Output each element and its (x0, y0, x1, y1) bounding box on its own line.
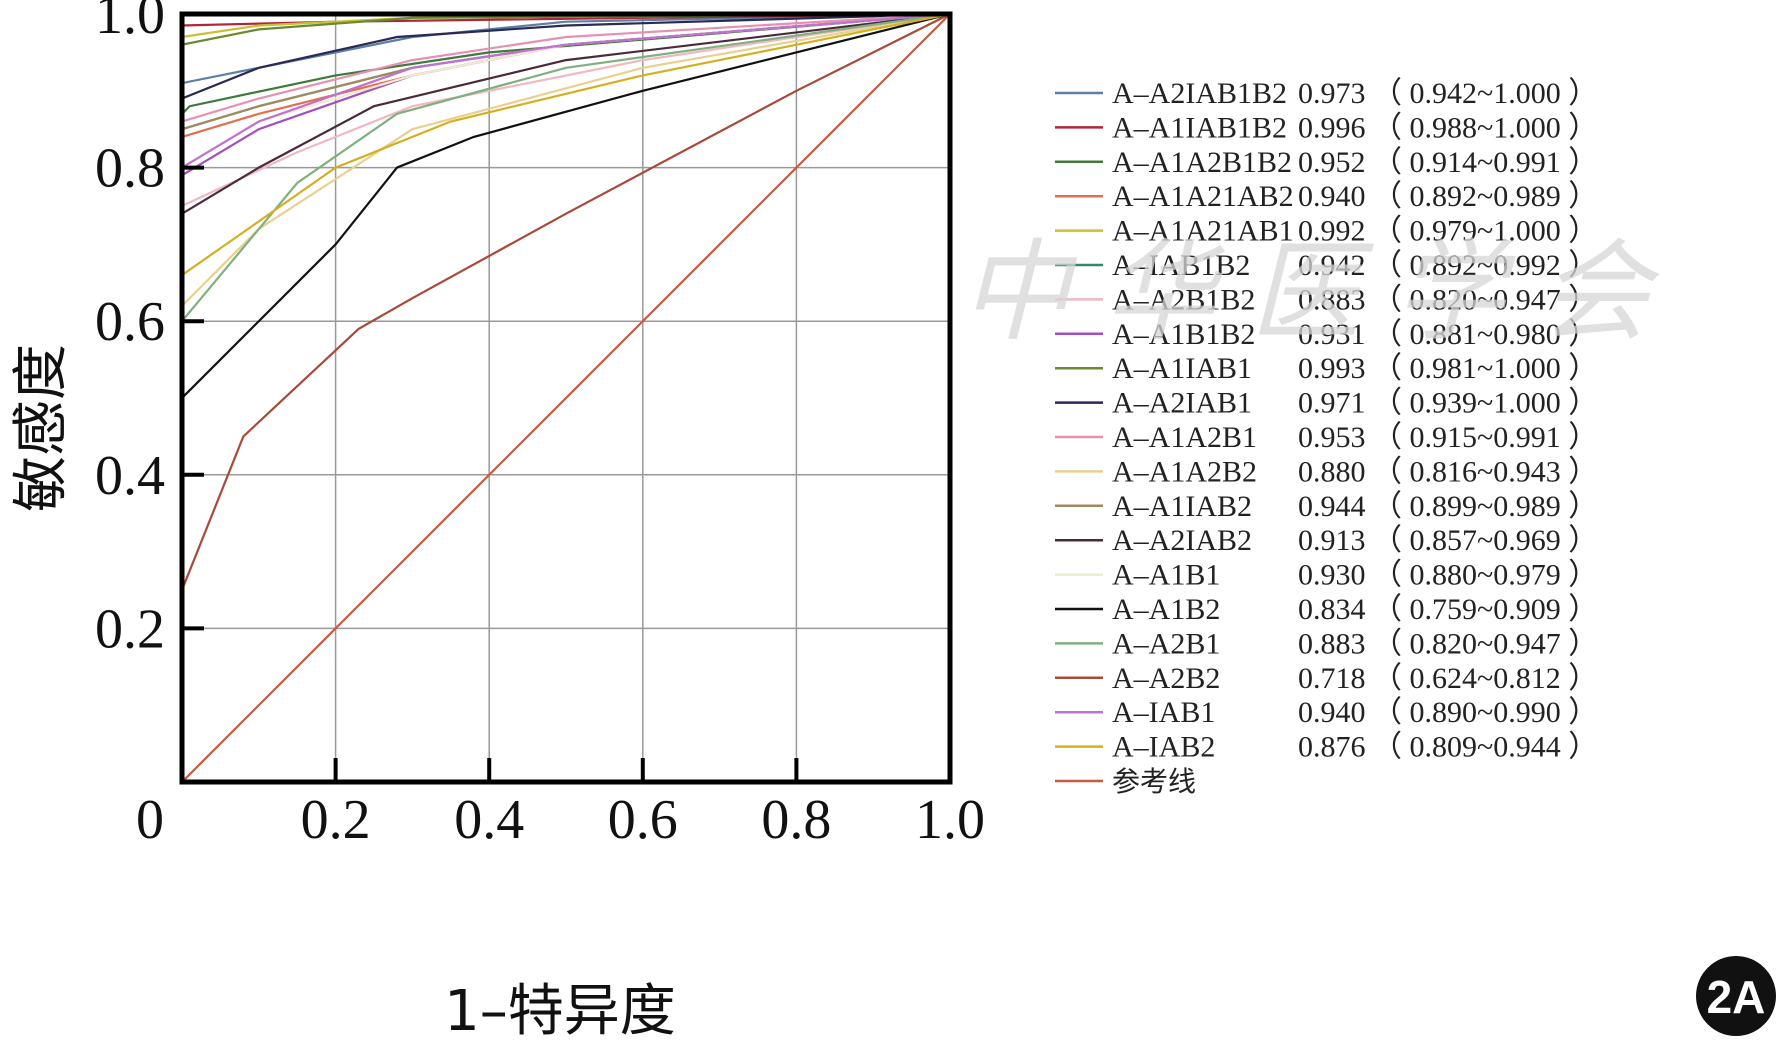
y-tick-label: 0.4 (95, 445, 165, 507)
legend-ci: （ 0.988~1.000 ） (1372, 111, 1598, 144)
legend-series-name: A–A2IAB1B2 (1112, 77, 1287, 110)
legend-auc: 0.931 (1298, 318, 1366, 351)
series-line-18 (180, 13, 951, 782)
y-tick-label: 1.0 (95, 0, 165, 46)
legend-series-name: A–A1A2B2 (1112, 455, 1257, 488)
legend-auc: 0.993 (1298, 352, 1366, 385)
legend-series-name: A–A1A21AB1 (1112, 215, 1294, 248)
legend-auc: 0.930 (1298, 559, 1366, 592)
legend-series-name: A–A1B2 (1112, 593, 1220, 626)
legend-series-name: A–A1B1 (1112, 559, 1220, 592)
watermark-text: 中 华 医 学 会 (960, 228, 1660, 356)
x-tick-label: 0.6 (608, 789, 678, 851)
legend-series-name: A–A1B1B2 (1112, 318, 1255, 351)
legend-auc: 0.940 (1298, 696, 1366, 729)
legend-ci: （ 0.942~1.000 ） (1372, 77, 1598, 110)
y-tick-label: 0.2 (95, 598, 165, 660)
x-tick-label: 1.0 (915, 789, 985, 851)
legend-ci: （ 0.979~1.000 ） (1372, 215, 1598, 248)
legend-series-name: A–A2B1 (1112, 627, 1220, 660)
series-line-21 (181, 13, 951, 783)
legend-series-name: A–IAB1 (1112, 696, 1215, 729)
legend-series-name: A–A2IAB1 (1112, 387, 1252, 420)
grid-layer (182, 14, 950, 782)
legend-series-name: A–A1A2B1 (1112, 421, 1257, 454)
legend-auc: 0.942 (1298, 249, 1366, 282)
legend-ci: （ 0.915~0.991 ） (1372, 421, 1598, 454)
legend-auc: 0.883 (1298, 627, 1366, 660)
series-layer (180, 12, 951, 783)
legend-ci: （ 0.939~1.000 ） (1372, 387, 1598, 420)
legend-auc: 0.953 (1298, 421, 1366, 454)
legend-series-name: A–A1IAB1B2 (1112, 111, 1287, 144)
plot-frame (179, 11, 953, 785)
legend-auc: 0.996 (1298, 111, 1366, 144)
badge-circle (1696, 956, 1776, 1036)
x-axis-title: 1–特异度 (444, 979, 676, 1044)
legend-ci: （ 0.914~0.991 ） (1372, 146, 1598, 179)
y-axis-title: 敏感度 (9, 344, 74, 512)
legend-ci: （ 0.899~0.989 ） (1372, 490, 1598, 523)
legend-auc: 0.834 (1298, 593, 1366, 626)
legend-ci: （ 0.809~0.944 ） (1372, 731, 1598, 764)
legend-series-name: A–A1A21AB2 (1112, 180, 1294, 213)
legend-series-name: A–A1IAB1 (1112, 352, 1252, 385)
legend-series-name: A–A2B2 (1112, 662, 1220, 695)
legend-ci: （ 0.981~1.000 ） (1372, 352, 1598, 385)
legend-series-name: 参考线 (1112, 765, 1196, 798)
legend-ci: （ 0.881~0.980 ） (1372, 318, 1598, 351)
badge-label: 2A (1707, 971, 1766, 1023)
y-tick-label: 0.8 (95, 138, 165, 200)
legend-auc: 0.952 (1298, 146, 1366, 179)
x-tick-label: 0.2 (301, 789, 371, 851)
x-tick-label: 0.8 (761, 789, 831, 851)
legend-series-name: A–IAB1B2 (1112, 249, 1250, 282)
legend-series-name: A–A1A2B1B2 (1112, 146, 1292, 179)
legend-ci: （ 0.892~0.992 ） (1372, 249, 1598, 282)
legend-series-name: A–A1IAB2 (1112, 490, 1252, 523)
legend-ci: （ 0.890~0.990 ） (1372, 696, 1598, 729)
legend-ci: （ 0.892~0.989 ） (1372, 180, 1598, 213)
legend-auc: 0.971 (1298, 387, 1366, 420)
legend-ci: （ 0.816~0.943 ） (1372, 455, 1598, 488)
legend-auc: 0.883 (1298, 283, 1366, 316)
legend-ci: （ 0.880~0.979 ） (1372, 559, 1598, 592)
legend-auc: 0.876 (1298, 731, 1366, 764)
legend-ci: （ 0.820~0.947 ） (1372, 283, 1598, 316)
legend: A–A2IAB1B2 0.973 （ 0.942~1.000 ） A–A1IAB1B2… (1055, 77, 1598, 798)
legend-auc: 0.973 (1298, 77, 1366, 110)
legend-auc: 0.913 (1298, 524, 1366, 557)
badge-2a: 2A (1696, 956, 1776, 1036)
x-tick-label: 0.4 (454, 789, 524, 851)
legend-auc: 0.944 (1298, 490, 1366, 523)
legend-auc: 0.940 (1298, 180, 1366, 213)
x-tick-label: 0 (136, 789, 164, 851)
legend-series-name: A–A2B1B2 (1112, 283, 1255, 316)
legend-series-name: A–A2IAB2 (1112, 524, 1252, 557)
legend-ci: （ 0.624~0.812 ） (1372, 662, 1598, 695)
legend-series-name: A–IAB2 (1112, 731, 1215, 764)
legend-ci: （ 0.820~0.947 ） (1372, 627, 1598, 660)
legend-auc: 0.992 (1298, 215, 1366, 248)
y-tick-label: 0.6 (95, 291, 165, 353)
legend-ci: （ 0.857~0.969 ） (1372, 524, 1598, 557)
legend-ci: （ 0.759~0.909 ） (1372, 593, 1598, 626)
legend-auc: 0.880 (1298, 455, 1366, 488)
legend-auc: 0.718 (1298, 662, 1366, 695)
ticks-layer: 0 0.2 0.4 0.6 0.8 1.0 0.2 0.4 0.6 0.8 1.0 (95, 0, 985, 851)
